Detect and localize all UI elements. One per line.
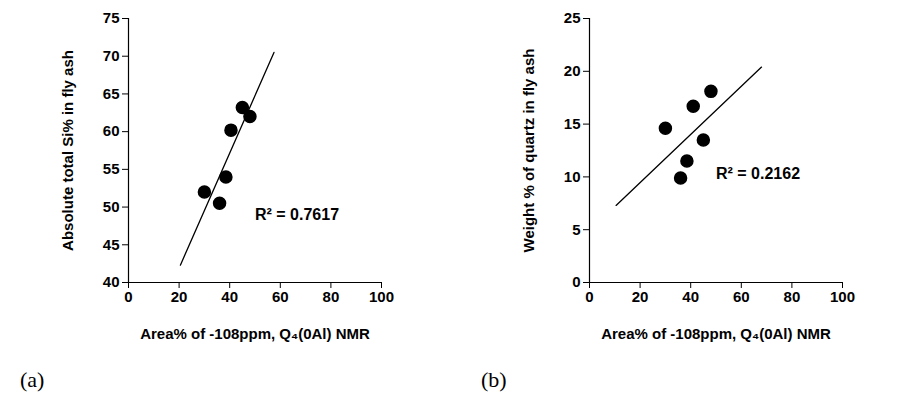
- svg-text:0: 0: [572, 273, 580, 290]
- svg-text:65: 65: [103, 85, 120, 102]
- svg-text:100: 100: [830, 288, 855, 305]
- svg-text:15: 15: [564, 115, 581, 132]
- svg-text:80: 80: [323, 288, 340, 305]
- svg-text:100: 100: [369, 288, 394, 305]
- svg-text:50: 50: [103, 198, 120, 215]
- svg-text:40: 40: [103, 273, 120, 290]
- svg-text:45: 45: [103, 236, 120, 253]
- svg-text:80: 80: [784, 288, 801, 305]
- svg-text:R² = 0.2162: R² = 0.2162: [716, 165, 800, 182]
- svg-text:0: 0: [585, 288, 593, 305]
- svg-text:Area% of -108ppm, Q₄(0Al) NMR: Area% of -108ppm, Q₄(0Al) NMR: [140, 325, 370, 342]
- svg-text:25: 25: [564, 9, 581, 26]
- svg-text:40: 40: [221, 288, 238, 305]
- svg-text:60: 60: [733, 288, 750, 305]
- svg-text:60: 60: [103, 122, 120, 139]
- html-text:(b): (b): [481, 367, 507, 392]
- svg-text:40: 40: [682, 288, 699, 305]
- svg-text:Area% of -108ppm, Q₄(0Al) NMR: Area% of -108ppm, Q₄(0Al) NMR: [601, 325, 831, 342]
- svg-text:R² = 0.7617: R² = 0.7617: [255, 206, 339, 223]
- svg-text:10: 10: [564, 168, 581, 185]
- svg-text:20: 20: [632, 288, 649, 305]
- svg-text:Absolute total Si% in fly ash: Absolute total Si% in fly ash: [59, 50, 76, 251]
- svg-text:20: 20: [564, 62, 581, 79]
- html-text:(a): (a): [20, 367, 45, 392]
- svg-text:20: 20: [171, 288, 188, 305]
- svg-text:Weight % of quartz in fly ash: Weight % of quartz in fly ash: [520, 49, 537, 253]
- svg-text:0: 0: [124, 288, 132, 305]
- svg-text:60: 60: [272, 288, 289, 305]
- svg-text:55: 55: [103, 160, 120, 177]
- svg-text:75: 75: [103, 9, 120, 26]
- svg-text:5: 5: [572, 221, 580, 238]
- svg-text:70: 70: [103, 47, 120, 64]
